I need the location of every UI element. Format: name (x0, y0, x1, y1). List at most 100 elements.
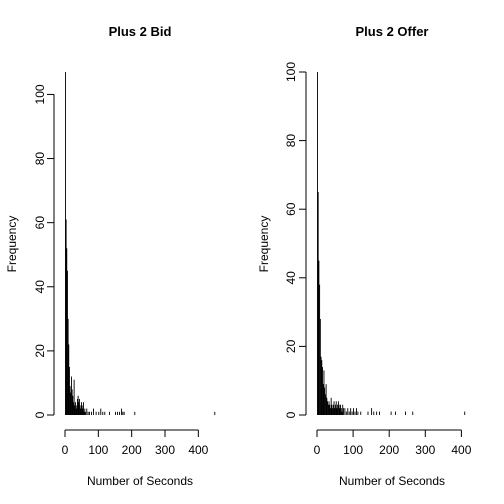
histogram-bar (85, 411, 86, 415)
histogram-bar (323, 370, 325, 415)
histogram-bar (327, 401, 329, 415)
histogram-bar (100, 408, 102, 415)
histogram-bar (93, 408, 94, 415)
chart-title: Plus 2 Bid (109, 24, 172, 39)
histogram-bar (123, 411, 125, 415)
histogram-bar (77, 398, 78, 415)
histogram-bar (98, 411, 100, 415)
histogram-bar (373, 411, 375, 415)
histogram-bar (333, 401, 335, 415)
histogram-bar (344, 408, 346, 415)
x-tick-label: 0 (62, 443, 69, 457)
histogram-bar (71, 389, 73, 415)
histogram-bar (317, 192, 319, 415)
y-tick-label: 60 (284, 202, 298, 216)
histogram-bar (109, 411, 110, 415)
histogram-bar (324, 387, 326, 415)
histogram-bar (354, 411, 356, 415)
y-tick-label: 40 (33, 280, 47, 294)
histogram-bar (335, 401, 337, 415)
y-tick-label: 80 (33, 152, 47, 166)
histogram-bar (86, 408, 88, 415)
y-tick-label: 100 (284, 62, 298, 82)
histogram-bar (68, 344, 70, 415)
histogram-bar (328, 401, 330, 415)
histogram-bar (65, 72, 66, 415)
histogram-bar (326, 397, 328, 415)
histogram-panel-plus-2-offer: Plus 2 Offer 0 20 40 60 80 100 0 100 200 300 400 Num… (257, 24, 472, 488)
histogram-bar (324, 394, 326, 415)
histogram-bar (318, 260, 320, 415)
histogram-bar (77, 395, 79, 415)
x-tick-label: 100 (343, 443, 363, 457)
histogram-bar (67, 270, 68, 415)
histogram-bar (321, 360, 323, 415)
histogram-bar (80, 408, 82, 415)
histogram-bar (342, 404, 344, 415)
histogram-bar (327, 404, 329, 415)
histogram-bar (66, 248, 68, 415)
histogram-bar (76, 405, 78, 415)
histogram-panel-plus-2-bid: Plus 2 Bid 0 20 40 60 80 100 0 100 200 300 400 Numbe… (5, 24, 216, 488)
histogram-bar (325, 384, 327, 415)
histogram-bar (337, 401, 339, 415)
histogram-bar (95, 411, 97, 415)
histogram-bar (339, 408, 341, 415)
histogram-bar (89, 411, 90, 415)
y-tick-label: 20 (284, 339, 298, 353)
chart-title: Plus 2 Offer (356, 24, 429, 39)
histogram-bar (65, 219, 67, 415)
histogram-bar (338, 404, 340, 415)
histogram-bar (330, 397, 332, 415)
histogram-bar (464, 411, 466, 415)
histogram-bar (347, 408, 349, 415)
x-tick-label: 0 (314, 443, 321, 457)
histogram-bar (371, 408, 373, 415)
histogram-bar (75, 408, 77, 415)
histogram-bar (67, 318, 69, 415)
histogram-bar (81, 402, 82, 415)
histogram-bar (353, 408, 354, 415)
y-tick-label: 0 (33, 411, 47, 418)
histogram-bar (357, 411, 359, 415)
histogram-bar (350, 408, 352, 415)
y-tick-label: 20 (33, 344, 47, 358)
histogram-bar (322, 384, 324, 415)
histogram-bar (83, 411, 85, 415)
x-tick-label: 100 (88, 443, 108, 457)
histogram-bar (71, 376, 72, 415)
histogram-bar (367, 411, 369, 415)
x-tick-label: 200 (122, 443, 142, 457)
histogram-bar (319, 284, 321, 415)
histogram-bar (74, 405, 76, 415)
histogram-bar (69, 366, 70, 415)
y-tick-label: 60 (33, 216, 47, 230)
histogram-bar (134, 411, 136, 415)
histogram-bar (82, 408, 84, 415)
histogram-bar (331, 404, 333, 415)
histogram-bar (342, 408, 344, 415)
x-axis-label: Number of Seconds (339, 474, 445, 488)
histogram-bar (390, 411, 392, 415)
histogram-bar (78, 402, 80, 415)
histogram-bar (117, 411, 118, 415)
histogram-bar (341, 411, 343, 415)
histogram-bar (122, 411, 124, 415)
histogram-bar (340, 408, 342, 415)
histogram-bar (334, 408, 336, 415)
histogram-bar (376, 411, 378, 415)
histogram-bar (73, 379, 75, 415)
histogram-bar (332, 408, 334, 415)
histogram-bar (69, 386, 71, 415)
y-axis-label: Frequency (5, 216, 19, 273)
histogram-bar (104, 411, 106, 415)
x-tick-label: 300 (415, 443, 435, 457)
histogram-bar (73, 402, 74, 415)
histogram-bar (72, 395, 74, 415)
y-tick-label: 100 (33, 84, 47, 104)
y-axis-label: Frequency (257, 216, 271, 273)
histogram-bar (379, 411, 380, 415)
histogram-bar (355, 408, 357, 415)
histogram-bar (329, 408, 331, 415)
